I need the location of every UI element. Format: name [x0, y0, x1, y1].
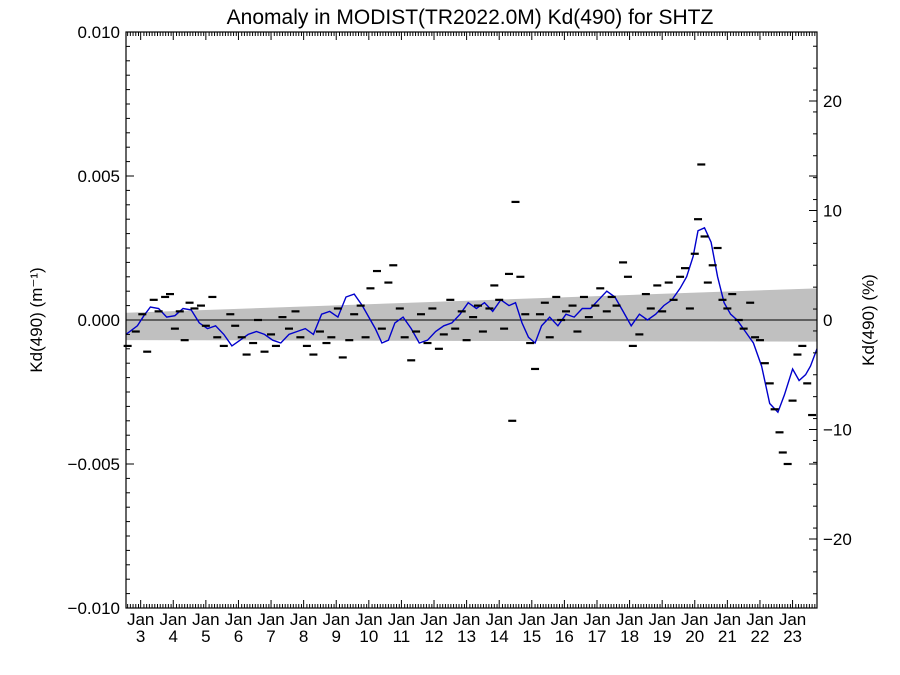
plot-area: [123, 163, 818, 466]
x-tick-label-year: 5: [201, 627, 210, 646]
x-tick-label-month: Jan: [160, 610, 187, 629]
right-tick-label: 0: [823, 311, 832, 330]
x-tick-label-month: Jan: [779, 610, 806, 629]
x-tick-label-year: 19: [653, 627, 672, 646]
x-tick-label-month: Jan: [388, 610, 415, 629]
x-tick-label-year: 8: [299, 627, 308, 646]
x-tick-label-year: 17: [588, 627, 607, 646]
x-tick-label-year: 3: [136, 627, 145, 646]
x-tick-label-year: 14: [490, 627, 509, 646]
x-tick-label-month: Jan: [290, 610, 317, 629]
x-tick-label-month: Jan: [714, 610, 741, 629]
x-tick-label-year: 15: [522, 627, 541, 646]
left-tick-label: −0.010: [68, 599, 120, 618]
x-tick-label-month: Jan: [225, 610, 252, 629]
x-tick-label-month: Jan: [616, 610, 643, 629]
smoothed-series-line: [125, 226, 818, 414]
x-tick-label-year: 6: [234, 627, 243, 646]
x-tick-label-year: 9: [331, 627, 340, 646]
x-tick-label-month: Jan: [192, 610, 219, 629]
x-tick-label-month: Jan: [681, 610, 708, 629]
x-axis: Jan3Jan4Jan5Jan6Jan7Jan8Jan9Jan10Jan11Ja…: [127, 32, 816, 646]
right-tick-label: −10: [823, 421, 852, 440]
left-tick-label: 0.000: [77, 311, 120, 330]
right-tick-label: 10: [823, 201, 842, 220]
x-tick-label-year: 4: [169, 627, 178, 646]
x-tick-label-month: Jan: [127, 610, 154, 629]
left-axis-label: Kd(490) (m⁻¹): [27, 267, 46, 372]
x-tick-label-month: Jan: [453, 610, 480, 629]
x-tick-label-month: Jan: [257, 610, 284, 629]
x-tick-label-month: Jan: [551, 610, 578, 629]
x-tick-label-year: 11: [393, 627, 411, 646]
x-tick-label-year: 22: [750, 627, 769, 646]
x-tick-label-month: Jan: [648, 610, 675, 629]
right-axis: 20 10 0 −10 −20: [809, 45, 852, 595]
x-tick-label-year: 12: [425, 627, 444, 646]
x-tick-label-year: 23: [783, 627, 802, 646]
x-tick-label-month: Jan: [583, 610, 610, 629]
right-tick-label: −20: [823, 530, 852, 549]
x-tick-label-month: Jan: [323, 610, 350, 629]
chart-title: Anomaly in MODIST(TR2022.0M) Kd(490) for…: [227, 6, 714, 29]
x-tick-label-year: 7: [266, 627, 275, 646]
x-tick-label-month: Jan: [355, 610, 382, 629]
left-tick-label: −0.005: [68, 455, 120, 474]
right-axis-label: Kd(490) (%): [859, 274, 878, 366]
x-tick-label-year: 21: [718, 627, 737, 646]
left-tick-label: 0.005: [77, 167, 120, 186]
left-tick-label: 0.010: [77, 23, 120, 42]
x-tick-label-month: Jan: [485, 610, 512, 629]
x-tick-label-year: 20: [685, 627, 704, 646]
x-tick-label-year: 18: [620, 627, 639, 646]
right-tick-label: 20: [823, 92, 842, 111]
x-tick-label-year: 16: [555, 627, 574, 646]
uncertainty-band: [126, 288, 817, 342]
x-tick-label-year: 10: [359, 627, 378, 646]
x-tick-label-month: Jan: [420, 610, 447, 629]
left-axis: 0.010 0.005 0.000 −0.005 −0.010: [68, 23, 817, 618]
x-tick-label-year: 13: [457, 627, 476, 646]
x-tick-label-month: Jan: [746, 610, 773, 629]
x-tick-label-month: Jan: [518, 610, 545, 629]
